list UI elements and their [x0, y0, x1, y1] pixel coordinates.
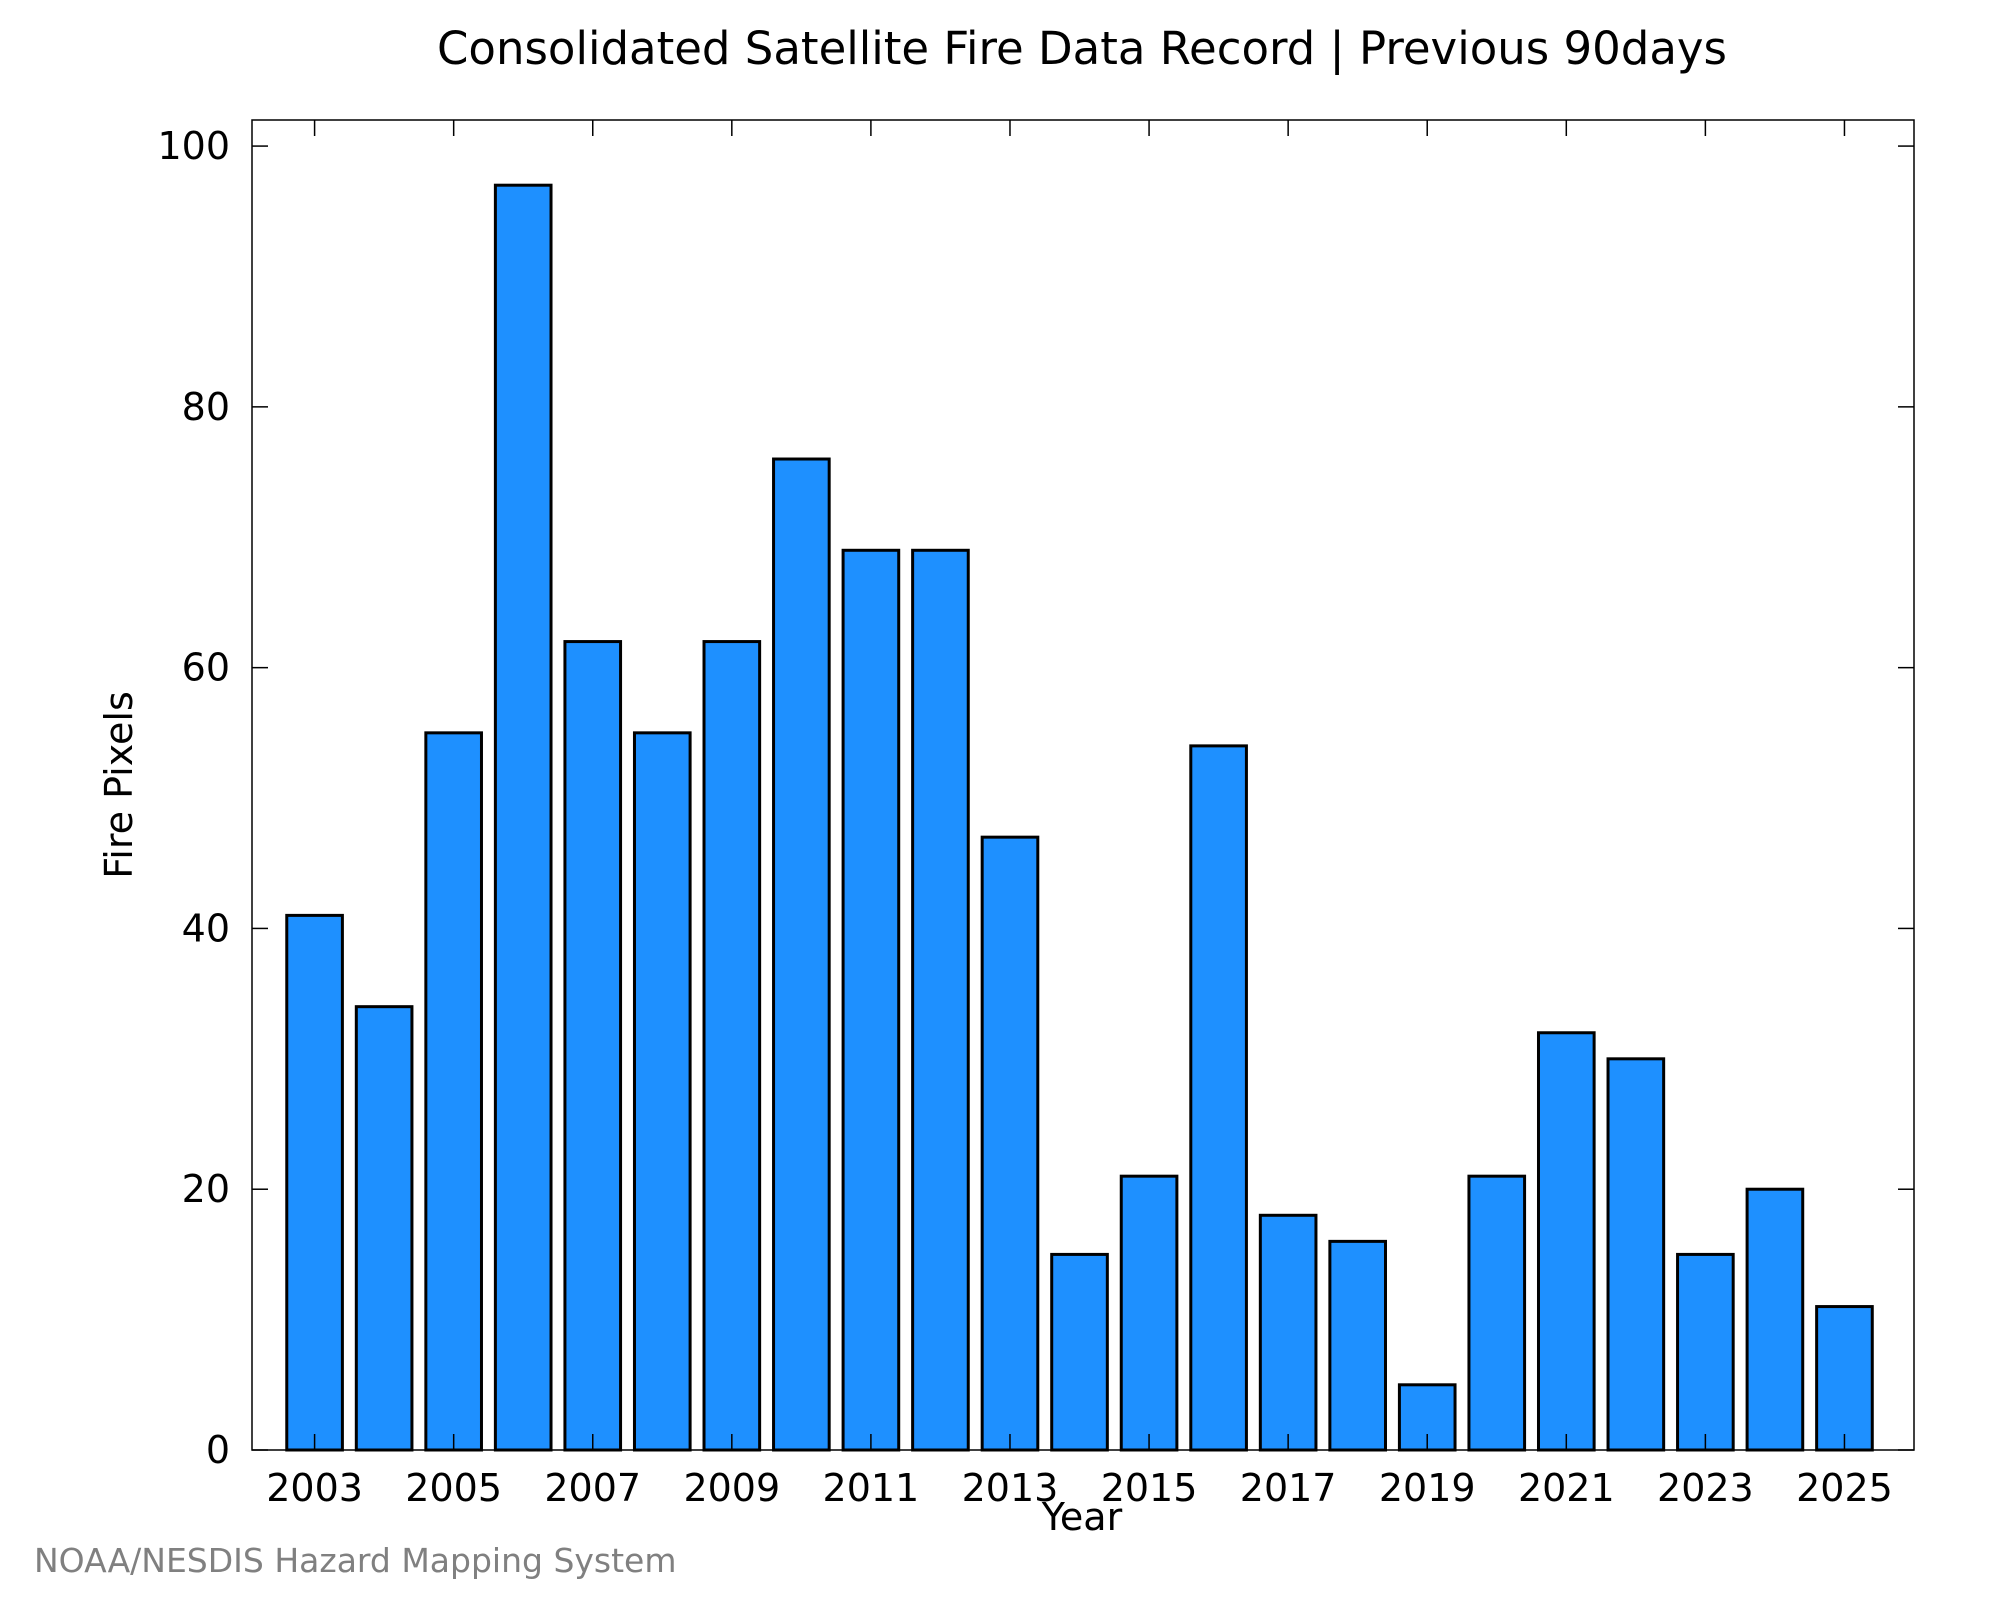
bar-2004	[354, 1005, 414, 1452]
bar-2015	[1119, 1174, 1179, 1452]
y-tick-label: 20	[182, 1167, 230, 1211]
bar-2013	[980, 835, 1040, 1452]
bar-2014	[1050, 1252, 1109, 1452]
x-tick-label: 2009	[683, 1466, 780, 1510]
bar-2010	[772, 457, 831, 1452]
y-tick-label: 100	[157, 124, 230, 168]
x-tick-label: 2019	[1379, 1466, 1476, 1510]
y-axis-label: Fire Pixels	[97, 691, 141, 879]
bar-2018	[1328, 1239, 1387, 1452]
y-tick-label: 60	[182, 646, 230, 690]
bars-group	[285, 183, 1874, 1452]
footer-credit: NOAA/NESDIS Hazard Mapping System	[34, 1541, 677, 1580]
bar-2021	[1536, 1031, 1596, 1452]
bar-2020	[1467, 1174, 1527, 1452]
x-tick-label: 2023	[1657, 1466, 1754, 1510]
bar-2016	[1189, 744, 1248, 1452]
bar-2025	[1815, 1305, 1874, 1452]
bar-2023	[1676, 1252, 1735, 1452]
x-tick-label: 2005	[405, 1466, 502, 1510]
y-tick-label: 0	[206, 1428, 230, 1472]
x-tick-label: 2007	[544, 1466, 641, 1510]
bar-2017	[1258, 1213, 1318, 1452]
x-tick-label: 2011	[823, 1466, 920, 1510]
y-tick-label: 80	[182, 385, 230, 429]
tick-labels-group: 0 20 40 60 80 100 2003 2005 2007 2009 2011 2013 2015…	[157, 124, 1892, 1510]
bar-2007	[563, 640, 623, 1452]
x-tick-label: 2021	[1518, 1466, 1615, 1510]
chart-title: Consolidated Satellite Fire Data Record …	[437, 22, 1727, 75]
bar-2009	[702, 640, 762, 1452]
x-tick-label: 2013	[962, 1466, 1059, 1510]
x-tick-label: 2003	[266, 1466, 363, 1510]
bar-2003	[285, 913, 344, 1452]
bar-2005	[424, 731, 483, 1452]
x-axis-label: Year	[1041, 1495, 1123, 1539]
bar-2022	[1606, 1057, 1666, 1452]
bar-2011	[841, 548, 901, 1452]
plot-frame	[251, 119, 1915, 1451]
x-tick-label: 2015	[1101, 1466, 1198, 1510]
bar-2006	[493, 183, 553, 1452]
y-tick-label: 40	[182, 906, 230, 950]
bar-2012	[911, 548, 970, 1452]
bar-2008	[632, 731, 692, 1452]
bar-2024	[1745, 1187, 1805, 1452]
x-tick-label: 2017	[1240, 1466, 1337, 1510]
x-tick-label: 2025	[1796, 1466, 1893, 1510]
